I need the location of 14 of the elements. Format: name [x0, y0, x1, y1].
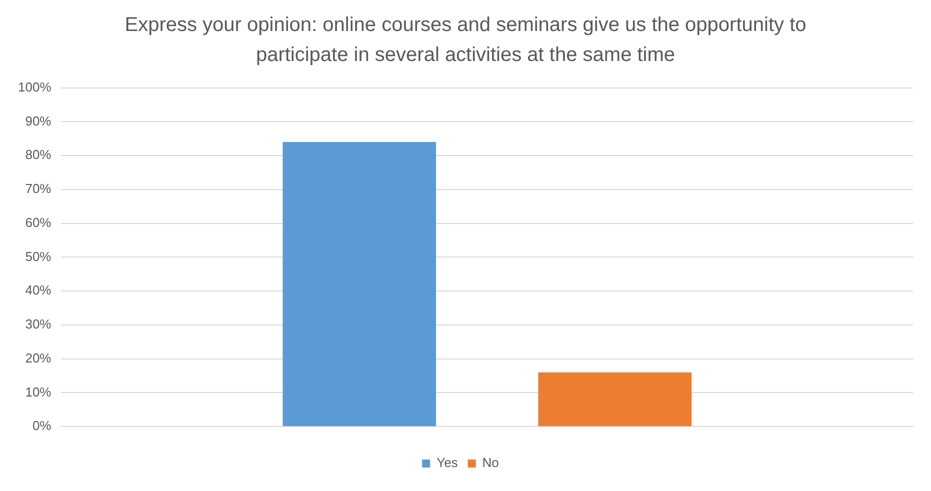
y-tick-label: 90%	[25, 113, 52, 128]
y-tick-label: 30%	[25, 316, 52, 332]
legend-label: No	[482, 455, 499, 470]
legend-label: Yes	[436, 455, 458, 470]
y-tick-label: 100%	[18, 79, 52, 94]
y-tick-label: 60%	[25, 214, 52, 230]
y-tick-label: 20%	[25, 350, 52, 366]
y-tick-label: 0%	[32, 418, 52, 434]
y-tick-label: 80%	[25, 147, 52, 162]
chart-title: Express your opinion: online courses and seminars give us the opportunity to participate in several activities at the same time	[124, 13, 808, 68]
y-tick-label: 70%	[25, 181, 52, 196]
y-tick-label: 50%	[25, 248, 52, 264]
y-tick-label: 40%	[25, 282, 52, 298]
y-tick-label: 10%	[25, 384, 52, 400]
